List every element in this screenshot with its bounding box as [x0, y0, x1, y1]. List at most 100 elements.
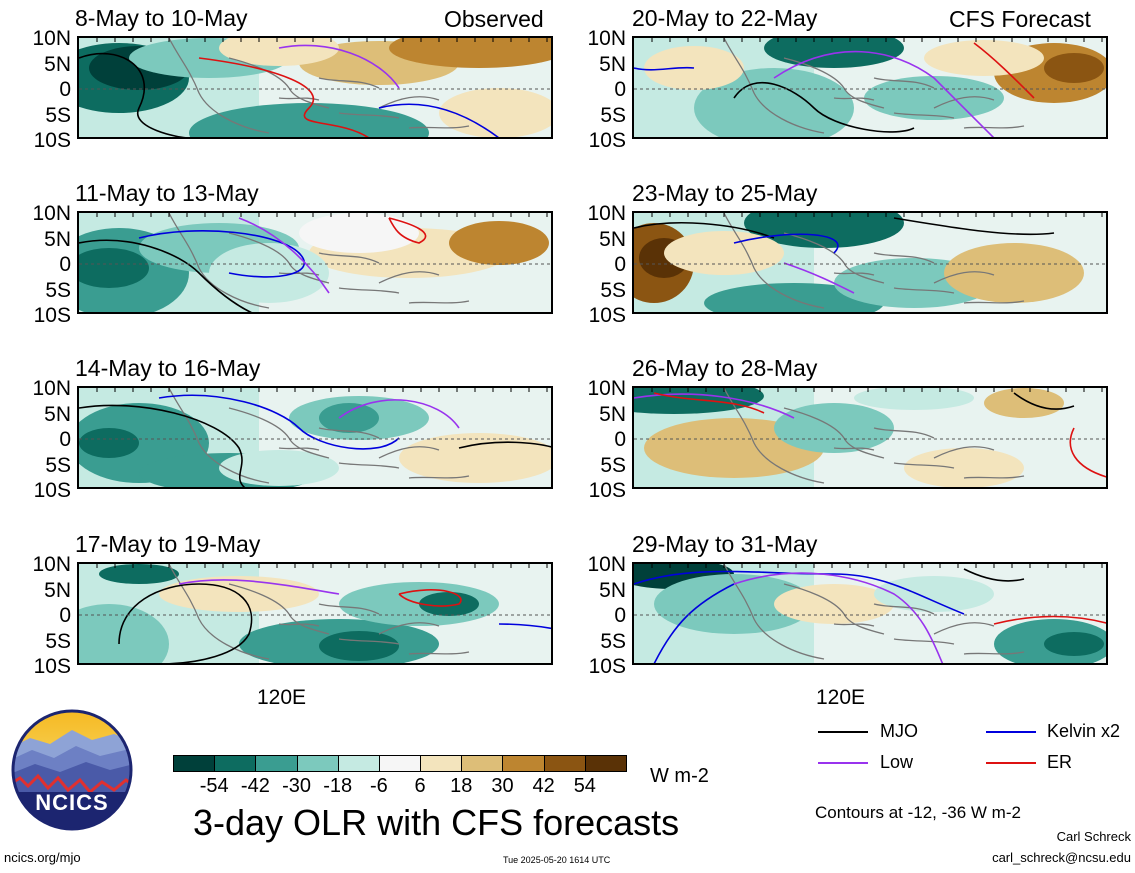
- right-lon-label: 120E: [816, 686, 866, 709]
- colorbar-label: 30: [491, 775, 514, 797]
- lat-tick-label: 0: [614, 604, 626, 627]
- lat-tick-label: 10N: [587, 27, 626, 50]
- lat-tick-label: 5S: [600, 453, 626, 477]
- lat-tick-label: 5N: [599, 402, 626, 426]
- lat-tick-label: 0: [614, 253, 626, 276]
- colorbar-label: 6: [414, 775, 426, 797]
- filter-contour: [893, 217, 1055, 236]
- coastline: [168, 388, 470, 484]
- lat-tick-label: 5N: [599, 52, 626, 76]
- lat-tick-label: 10N: [587, 377, 626, 400]
- legend-kelvin-label: Kelvin x2: [1047, 721, 1121, 741]
- filter-contour: [1069, 427, 1106, 478]
- lat-tick-label: 5N: [599, 227, 626, 251]
- colorbar-swatch: [378, 755, 422, 772]
- lat-tick-label: 0: [59, 253, 71, 276]
- panel-title: 20-May to 22-May: [632, 5, 818, 31]
- filter-contour: [498, 623, 551, 630]
- olr-anomaly-region: [1044, 53, 1104, 83]
- lat-tick-label: 5S: [600, 103, 626, 127]
- olr-anomaly-region: [864, 76, 1004, 120]
- colorbar-swatch: [255, 755, 298, 772]
- olr-anomaly-region: [219, 450, 339, 486]
- colorbar-swatch: [337, 755, 380, 772]
- colorbar-swatch: [461, 755, 504, 772]
- olr-anomaly-region: [984, 388, 1064, 418]
- left-lon-label: 120E: [257, 686, 307, 709]
- lat-tick-label: 10S: [588, 655, 626, 678]
- olr-anomaly-region: [419, 592, 479, 616]
- lat-tick-label: 10N: [32, 27, 71, 50]
- filter-contour: [733, 572, 944, 663]
- footer-email: carl_schreck@ncsu.edu: [992, 850, 1131, 865]
- olr-anomaly-region: [299, 213, 419, 253]
- olr-anomaly-region: [319, 631, 399, 661]
- lat-tick-label: 5S: [600, 629, 626, 653]
- filter-contour: [338, 399, 460, 429]
- lat-tick-label: 0: [59, 604, 71, 627]
- panel-title: 11-May to 13-May: [75, 180, 259, 206]
- filter-contour: [653, 392, 765, 414]
- colorbar-label: -30: [282, 775, 311, 797]
- colorbar-label: 54: [573, 775, 596, 797]
- filter-contour: [79, 52, 187, 137]
- lat-tick-label: 5S: [45, 103, 71, 127]
- panel-title: 17-May to 19-May: [75, 531, 261, 557]
- olr-anomaly-region: [744, 213, 904, 248]
- lat-tick-label: 5N: [599, 578, 626, 602]
- colorbar-label: -42: [240, 775, 270, 797]
- filter-contour: [278, 44, 400, 89]
- lat-tick-label: 5S: [45, 278, 71, 302]
- lat-tick-label: 0: [614, 428, 626, 451]
- olr-map-panel: [77, 211, 553, 314]
- olr-map-panel: [632, 386, 1108, 489]
- filter-contour: [378, 103, 499, 137]
- filter-contour: [733, 81, 915, 133]
- olr-anomaly-region: [79, 604, 169, 663]
- olr-anomaly-region: [944, 243, 1084, 303]
- lat-tick-label: 5S: [45, 453, 71, 477]
- olr-map-panel: [77, 386, 553, 489]
- legend-kelvin-line: [986, 731, 1036, 733]
- colorbar-label: 42: [532, 775, 555, 797]
- filter-contour: [993, 615, 1106, 625]
- lat-tick-label: 10S: [588, 129, 626, 152]
- olr-map-panel: [77, 36, 553, 139]
- olr-anomaly-region: [389, 38, 551, 68]
- colorbar-label: -18: [323, 775, 353, 797]
- lat-tick-label: 5N: [44, 578, 71, 602]
- lat-tick-label: 10S: [588, 304, 626, 327]
- filter-contour: [118, 583, 253, 663]
- olr-anomaly-region: [319, 403, 379, 433]
- lat-tick-label: 0: [59, 78, 71, 101]
- filter-contour: [653, 583, 735, 663]
- panel-title: 26-May to 28-May: [632, 355, 818, 381]
- lat-tick-label: 10S: [33, 129, 71, 152]
- panel-title: 8-May to 10-May: [75, 5, 248, 31]
- panel-title: 14-May to 16-May: [75, 355, 261, 381]
- lat-tick-label: 10N: [32, 553, 71, 576]
- lat-tick-label: 0: [59, 428, 71, 451]
- olr-anomaly-region: [904, 448, 1024, 487]
- lat-tick-label: 10N: [32, 202, 71, 225]
- olr-anomaly-region: [209, 243, 329, 303]
- olr-map-panel: [632, 562, 1108, 665]
- coastline: [168, 213, 470, 309]
- colorbar-units: W m-2: [650, 765, 709, 787]
- legend-mjo-label: MJO: [880, 721, 918, 741]
- filter-contour: [238, 217, 330, 294]
- lat-tick-label: 10S: [588, 479, 626, 502]
- olr-anomaly-region: [874, 576, 994, 612]
- olr-anomaly-region: [79, 428, 139, 458]
- forecast-header: CFS Forecast: [949, 6, 1091, 32]
- coastline: [168, 564, 470, 660]
- olr-map-panel: [632, 211, 1108, 314]
- contours-note: Contours at -12, -36 W m-2: [815, 803, 1021, 822]
- legend-low-label: Low: [880, 752, 914, 772]
- lat-tick-label: 10S: [33, 304, 71, 327]
- footer-author: Carl Schreck: [1056, 829, 1131, 844]
- colorbar-swatch: [420, 755, 463, 772]
- olr-anomaly-region: [399, 433, 551, 483]
- filter-contour: [1013, 392, 1075, 410]
- panel-title: 29-May to 31-May: [632, 531, 818, 557]
